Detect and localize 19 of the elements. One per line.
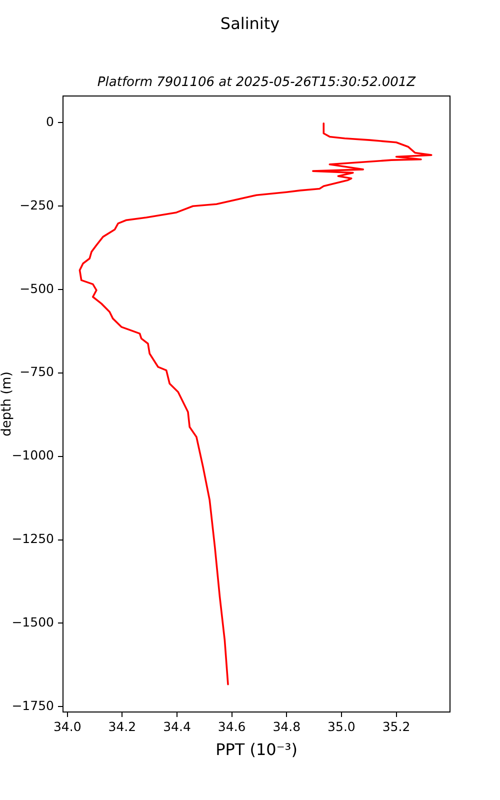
chart-title: Salinity: [220, 14, 280, 33]
x-axis-title: PPT (10⁻³): [216, 740, 298, 760]
chart-subtitle: Platform 7901106 at 2025-05-26T15:30:52.001Z: [97, 75, 416, 91]
y-tick-label: −1750: [12, 698, 54, 713]
x-tick-label: 34.8: [272, 718, 301, 734]
y-tick-label: −500: [20, 280, 54, 296]
y-tick-label: −1250: [12, 531, 54, 546]
x-tick-label: 35.0: [328, 718, 356, 734]
x-tick-label: 35.2: [382, 718, 410, 734]
y-tick-label: −1500: [12, 614, 54, 630]
y-tick-label: −250: [20, 197, 54, 212]
x-tick-label: 34.0: [53, 718, 82, 734]
x-tick-label: 34.2: [108, 718, 136, 734]
x-tick-label: 34.4: [163, 718, 191, 734]
x-tick-label: 34.6: [218, 718, 246, 734]
y-tick-label: −1000: [12, 448, 54, 463]
y-tick-label: −750: [20, 364, 54, 380]
y-axis-title: depth (m): [0, 372, 14, 436]
y-tick-label: 0: [46, 114, 54, 129]
